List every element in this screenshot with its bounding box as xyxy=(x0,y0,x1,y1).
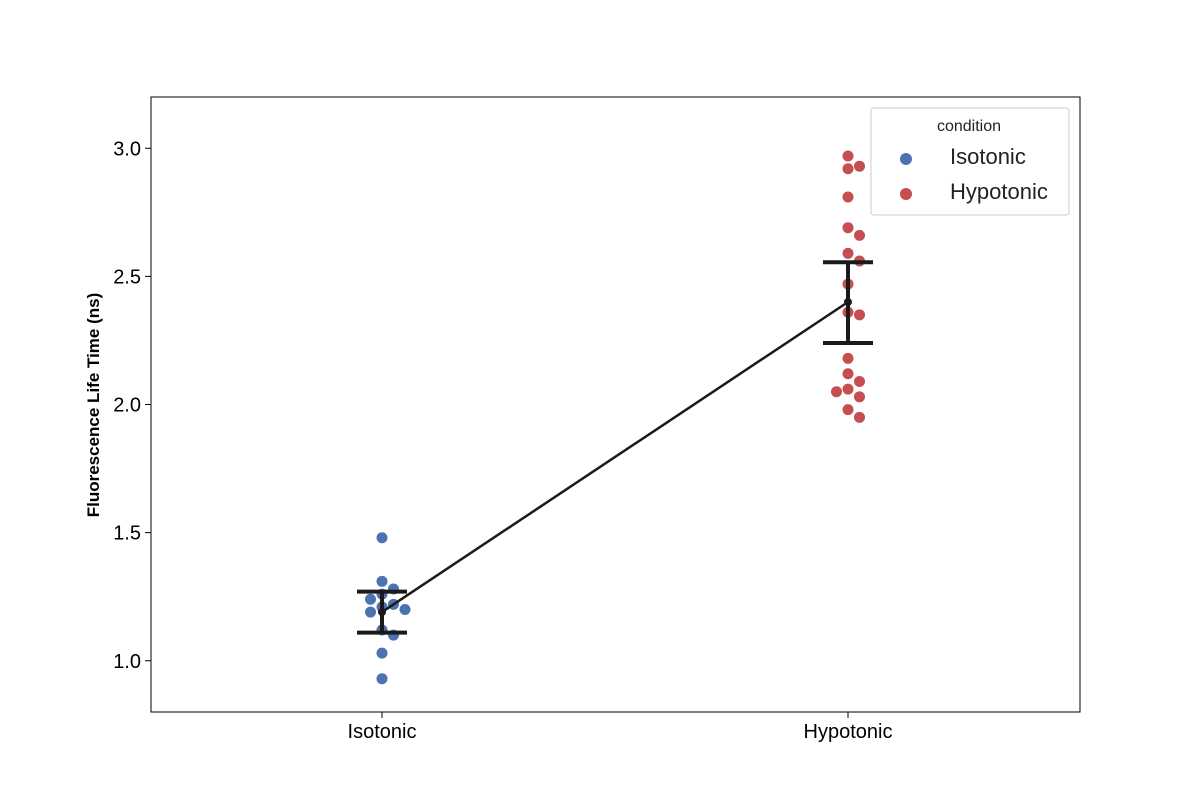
data-point xyxy=(399,604,411,615)
y-tick-label: 1.0 xyxy=(113,651,141,673)
data-point xyxy=(842,247,854,259)
y-axis-label: Fluorescence Life Time (ns) xyxy=(84,293,103,518)
legend-title: condition xyxy=(937,118,1001,135)
legend: condition Isotonic Hypotonic xyxy=(870,107,1070,216)
data-point xyxy=(854,160,865,172)
legend-marker-isotonic xyxy=(900,153,912,165)
legend-box xyxy=(870,107,1070,216)
y-tick-label: 2.5 xyxy=(113,266,141,288)
y-tick-label: 1.5 xyxy=(113,523,141,545)
data-point xyxy=(842,222,854,234)
data-point xyxy=(376,575,388,587)
data-point xyxy=(376,647,388,659)
y-tick-label: 2.0 xyxy=(113,395,141,417)
data-point xyxy=(842,368,854,380)
data-point xyxy=(376,673,388,685)
mean-point xyxy=(844,298,852,306)
mean-point xyxy=(378,608,386,617)
data-point xyxy=(854,309,865,321)
data-point xyxy=(365,606,376,618)
y-tick-label: 3.0 xyxy=(113,138,141,160)
data-point xyxy=(842,404,854,416)
data-point xyxy=(831,386,842,398)
data-point xyxy=(842,383,854,395)
legend-label-isotonic: Isotonic xyxy=(950,144,1026,169)
data-point xyxy=(842,150,854,162)
data-point xyxy=(365,593,376,605)
mean-connector-line xyxy=(381,300,849,614)
data-point xyxy=(854,391,865,403)
legend-marker-hypotonic xyxy=(900,188,912,200)
data-point xyxy=(854,229,865,241)
data-point xyxy=(376,532,388,544)
data-point xyxy=(842,191,854,203)
x-tick-label: Isotonic xyxy=(348,721,417,743)
data-point xyxy=(854,375,865,387)
axes: 1.0 1.5 2.0 2.5 3.0 Isotonic Hypotonic xyxy=(113,138,892,743)
x-tick-label: Hypotonic xyxy=(804,721,893,743)
legend-label-hypotonic: Hypotonic xyxy=(950,179,1048,204)
data-point xyxy=(842,163,854,175)
data-point xyxy=(854,411,865,423)
plot-area xyxy=(357,150,873,685)
data-point xyxy=(842,352,854,364)
